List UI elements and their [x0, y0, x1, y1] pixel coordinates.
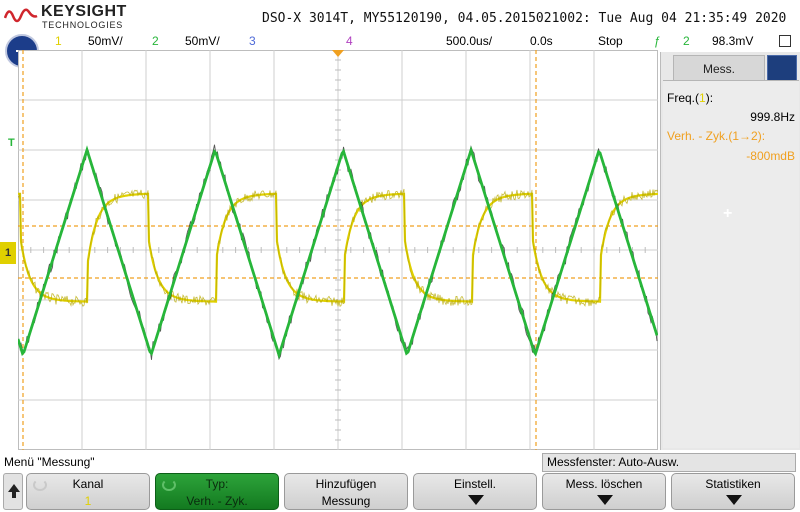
brand-name: KEYSIGHT [41, 3, 127, 20]
softkey-channel-label: Kanal [72, 477, 104, 491]
softkey-type-label: Typ: [205, 477, 229, 491]
ch1-trace-noise [18, 188, 658, 308]
softkey-clear-measurements[interactable]: Mess. löschen [542, 473, 666, 510]
waveform-display[interactable] [18, 50, 658, 450]
duty-value: -800mdB [746, 149, 795, 163]
brand-subtitle: TECHNOLOGIES [42, 20, 124, 30]
message-window: Messfenster: Auto-Ausw. [542, 453, 796, 472]
softkey-type-value: Verh. - Zyk. [186, 494, 248, 508]
up-arrow-icon [8, 484, 20, 492]
trigger-time-marker[interactable] [332, 50, 344, 58]
ch2-trace-main [18, 145, 658, 360]
keysight-wave-icon [4, 8, 38, 23]
trigger-source[interactable]: 2 [683, 34, 690, 48]
softkey-type[interactable]: Typ: Verh. - Zyk. [155, 473, 279, 510]
softkey-add-value: Messung [321, 494, 371, 508]
softkey-statistics-label: Statistiken [705, 477, 761, 491]
duty-label-close: ): [757, 129, 766, 143]
submenu-arrow-icon [726, 495, 742, 505]
ch1-ground-marker[interactable]: 1 [0, 242, 16, 264]
add-measurement-icon[interactable]: + [723, 205, 733, 222]
trigger-edge-icon: ƒ [654, 34, 661, 48]
back-button[interactable] [3, 473, 23, 510]
submenu-arrow-icon [597, 495, 613, 505]
ch1-number[interactable]: 1 [55, 34, 62, 48]
window-icon[interactable] [779, 35, 791, 47]
ch2-scale[interactable]: 50mV/ [185, 34, 220, 48]
measurement-panel: Mess. Freq.(1): 999.8Hz Verh. - Zyk.(1→2… [660, 52, 800, 450]
delay[interactable]: 0.0s [530, 34, 553, 48]
ch3-number[interactable]: 3 [249, 34, 256, 48]
duty-source: 1→2 [732, 129, 758, 143]
measurement-list: Freq.(1): 999.8Hz Verh. - Zyk.(1→2): -80… [663, 80, 799, 448]
softkey-clear-label: Mess. löschen [565, 477, 643, 491]
submenu-arrow-icon [468, 495, 484, 505]
softkey-add-measurement[interactable]: Hinzufügen Messung [284, 473, 408, 510]
keysight-logo: KEYSIGHT TECHNOLOGIES [4, 2, 134, 32]
run-state[interactable]: Stop [598, 34, 623, 48]
softkey-settings-label: Einstell. [453, 477, 497, 491]
ch1-ground-label: 1 [4, 247, 12, 259]
ch1-scale[interactable]: 50mV/ [88, 34, 123, 48]
menu-title: Menü "Messung" [4, 455, 95, 469]
ch4-number[interactable]: 4 [346, 34, 353, 48]
channel-bar: 1 50mV/ 2 50mV/ 3 4 500.0us/ 0.0s Stop ƒ… [0, 33, 800, 51]
softkey-settings[interactable]: Einstell. [413, 473, 537, 510]
freq-label-close: ): [705, 91, 714, 105]
softkey-add-label: Hinzufügen [315, 477, 377, 491]
freq-source: 1 [699, 91, 706, 105]
tab-measurements[interactable]: Mess. [673, 55, 765, 81]
timebase[interactable]: 500.0us/ [446, 34, 493, 48]
softkey-statistics[interactable]: Statistiken [671, 473, 795, 510]
tab-other[interactable] [767, 55, 797, 81]
duty-label: Verh. - Zyk.(1→2): [667, 129, 765, 143]
instrument-title: DSO-X 3014T, MY55120190, 04.05.201502100… [262, 11, 787, 26]
trigger-level[interactable]: 98.3mV [712, 34, 754, 48]
softkey-channel-value: 1 [84, 494, 92, 508]
softkey-channel[interactable]: Kanal 1 [26, 473, 150, 510]
freq-value: 999.8Hz [750, 110, 795, 124]
duty-label-text: Verh. - Zyk.( [667, 129, 733, 143]
ch1-trace [18, 192, 658, 303]
graticule [18, 50, 658, 450]
rotate-knob-icon [33, 479, 47, 491]
freq-label-text: Freq.( [667, 91, 700, 105]
ch2-number[interactable]: 2 [152, 34, 159, 48]
freq-label: Freq.(1): [667, 91, 713, 105]
trigger-level-marker[interactable]: T [8, 137, 15, 149]
rotate-knob-icon [162, 479, 176, 491]
